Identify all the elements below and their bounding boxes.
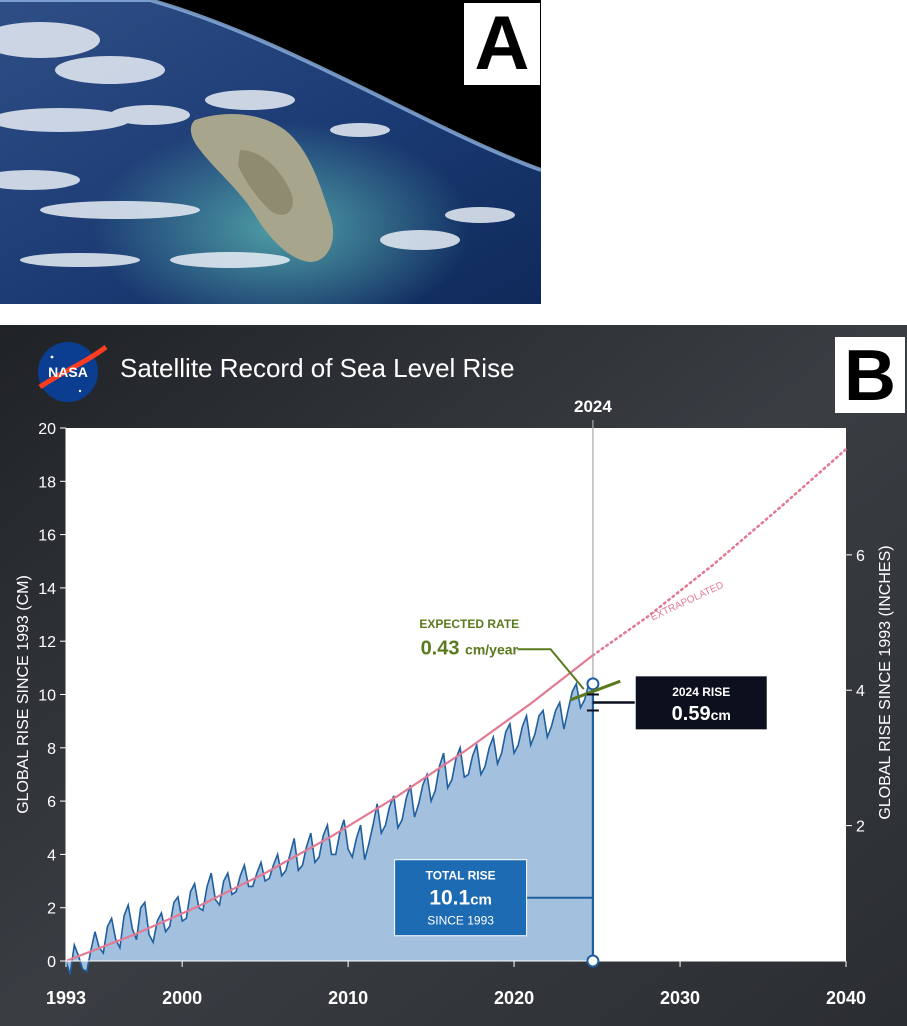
rise-2024-unit: cm	[711, 707, 731, 723]
rise-2024-label: 2024 RISE	[672, 685, 730, 699]
rise-2024-text: 0.59cm	[672, 703, 731, 725]
x-tick-label: 2020	[494, 988, 534, 1008]
total-rise-unit: cm	[470, 892, 492, 909]
panel-label-a: A	[464, 3, 540, 85]
total-rise-text: 10.1cm	[429, 887, 492, 910]
nasa-logo: NASA	[38, 342, 108, 402]
y-tick-label: 10	[38, 688, 56, 705]
y-axis-label: GLOBAL RISE SINCE 1993 (CM)	[15, 575, 32, 814]
y-tick-label: 2	[47, 901, 56, 918]
y-tick-label: 20	[38, 421, 56, 438]
expected-rate-value: 0.43	[421, 638, 465, 660]
rise-2024-box	[634, 675, 768, 731]
y-right-axis-label: GLOBAL RISE SINCE 1993 (INCHES)	[877, 545, 894, 819]
rise-2024-value: 0.59	[672, 703, 711, 725]
y-right-tick-label: 6	[856, 548, 865, 565]
y-tick-label: 16	[38, 528, 56, 545]
expected-rate-unit: cm/year	[465, 642, 518, 658]
year-marker-label: 2024	[574, 397, 612, 416]
trend-series-line	[65, 654, 594, 963]
marker-bottom-dot	[586, 954, 600, 968]
total-rise-label: TOTAL RISE	[426, 869, 496, 883]
y-tick-label: 12	[38, 634, 56, 651]
panel-label-b: B	[835, 337, 905, 415]
x-tick-label: 2030	[660, 988, 700, 1008]
nasa-logo-text: NASA	[48, 364, 88, 380]
x-tick-label: 2010	[328, 988, 368, 1008]
y-tick-label: 6	[47, 794, 56, 811]
expected-rate-label: EXPECTED RATE	[419, 617, 519, 631]
y-tick-label: 14	[38, 581, 56, 598]
y-tick-label: 0	[47, 954, 56, 971]
total-rise-value: 10.1	[429, 887, 470, 910]
x-tick-label: 1993	[46, 988, 86, 1008]
y-tick-label: 4	[47, 847, 56, 864]
sea-level-chart-panel: NASA Satellite Record of Sea Level Rise …	[0, 325, 907, 1026]
x-tick-label: 2040	[826, 988, 866, 1008]
earth-from-space-photo	[0, 0, 541, 304]
expected-rate-leader	[517, 648, 585, 690]
total-rise-sublabel: SINCE 1993	[427, 914, 494, 928]
y-right-tick-label: 2	[856, 819, 865, 836]
marker-top-dot	[586, 677, 600, 691]
y-tick-label: 8	[47, 741, 56, 758]
extrapolated-series-line	[591, 448, 848, 657]
y-tick-label: 18	[38, 474, 56, 491]
observed-series-line	[65, 681, 594, 975]
y-right-tick-label: 4	[856, 683, 865, 700]
sea-level-chart: NASA Satellite Record of Sea Level Rise …	[0, 325, 907, 1026]
total-rise-box	[394, 859, 528, 937]
earth-photo-panel	[0, 0, 541, 304]
expected-rate-text: 0.43 cm/year	[421, 638, 519, 660]
chart-title: Satellite Record of Sea Level Rise	[120, 353, 515, 383]
expected-rate-tangent	[569, 679, 621, 702]
cloud-cover	[0, 22, 515, 268]
x-tick-label: 2000	[162, 988, 202, 1008]
